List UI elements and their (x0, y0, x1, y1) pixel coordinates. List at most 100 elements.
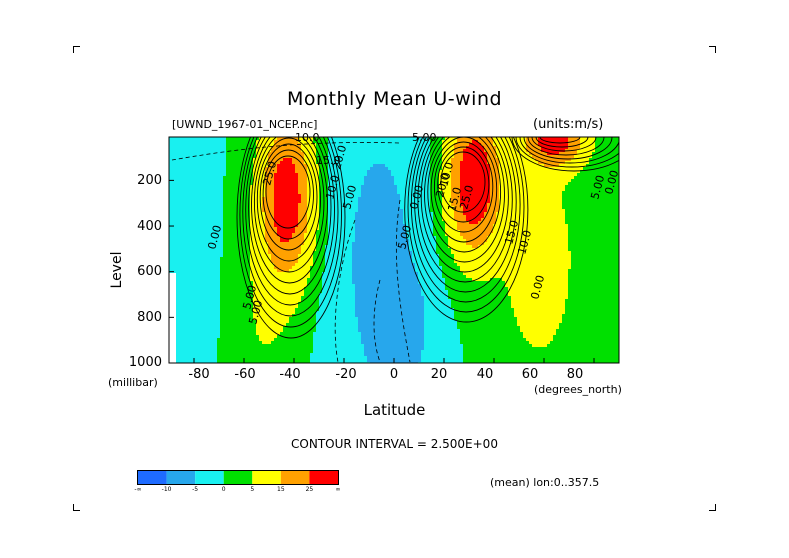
field-cell (541, 203, 545, 207)
field-cell (295, 227, 299, 231)
field-cell (313, 197, 317, 201)
field-cell (445, 218, 449, 222)
field-cell (433, 224, 437, 228)
field-cell (430, 185, 434, 189)
field-cell (508, 149, 512, 153)
field-cell (412, 170, 416, 174)
field-cell (412, 203, 416, 207)
field-cell (550, 221, 554, 225)
field-cell (610, 149, 614, 153)
field-cell (361, 224, 365, 228)
field-cell (475, 176, 479, 180)
field-cell (523, 203, 527, 207)
field-cell (517, 170, 521, 174)
field-cell (172, 176, 176, 180)
field-cell (283, 167, 287, 171)
field-cell (304, 155, 308, 159)
field-cell (412, 140, 416, 144)
field-cell (403, 191, 407, 195)
field-cell (514, 167, 518, 171)
field-cell (469, 197, 473, 201)
field-cell (535, 170, 539, 174)
field-cell (517, 164, 521, 168)
field-cell (388, 212, 392, 216)
field-cell (586, 173, 590, 177)
field-cell (355, 146, 359, 150)
field-cell (325, 170, 329, 174)
field-cell (262, 155, 266, 159)
field-cell (322, 224, 326, 228)
field-cell (190, 173, 194, 177)
field-cell (592, 182, 596, 186)
field-cell (595, 158, 599, 162)
field-cell (316, 164, 320, 168)
field-cell (205, 200, 209, 204)
field-cell (421, 179, 425, 183)
field-cell (586, 209, 590, 213)
field-cell (313, 209, 317, 213)
field-cell (256, 164, 260, 168)
field-cell (331, 158, 335, 162)
field-cell (571, 182, 575, 186)
field-cell (589, 188, 593, 192)
field-cell (220, 203, 224, 207)
field-cell (586, 224, 590, 228)
field-cell (391, 149, 395, 153)
field-cell (211, 143, 215, 147)
field-cell (451, 161, 455, 165)
field-cell (334, 224, 338, 228)
field-cell (169, 146, 173, 150)
field-cell (325, 161, 329, 165)
field-cell (601, 206, 605, 210)
field-cell (295, 167, 299, 171)
field-cell (544, 173, 548, 177)
field-cell (424, 191, 428, 195)
field-cell (385, 149, 389, 153)
field-cell (208, 203, 212, 207)
field-cell (439, 152, 443, 156)
field-cell (409, 197, 413, 201)
field-cell (559, 182, 563, 186)
field-cell (265, 206, 269, 210)
field-cell (358, 203, 362, 207)
field-cell (361, 215, 365, 219)
field-cell (523, 221, 527, 225)
field-cell (304, 191, 308, 195)
field-cell (550, 179, 554, 183)
field-cell (220, 206, 224, 210)
field-cell (586, 161, 590, 165)
field-cell (469, 158, 473, 162)
field-cell (583, 143, 587, 147)
field-cell (391, 170, 395, 174)
field-cell (550, 176, 554, 180)
field-cell (496, 191, 500, 195)
field-cell (379, 158, 383, 162)
field-cell (511, 224, 515, 228)
field-cell (322, 218, 326, 222)
field-cell (367, 203, 371, 207)
field-cell (514, 158, 518, 162)
field-cell (589, 176, 593, 180)
field-cell (289, 206, 293, 210)
field-cell (349, 203, 353, 207)
field-cell (373, 167, 377, 171)
field-cell (574, 149, 578, 153)
field-cell (310, 224, 314, 228)
field-cell (562, 233, 566, 237)
field-cell (415, 218, 419, 222)
field-cell (295, 173, 299, 177)
field-cell (391, 212, 395, 216)
field-cell (175, 221, 179, 225)
field-cell (562, 224, 566, 228)
field-cell (553, 212, 557, 216)
field-cell (364, 233, 368, 237)
field-cell (352, 149, 356, 153)
field-cell (214, 149, 218, 153)
field-cell (226, 233, 230, 237)
field-cell (169, 173, 173, 177)
field-cell (274, 218, 278, 222)
field-cell (616, 233, 619, 237)
field-cell (175, 224, 179, 228)
field-cell (253, 179, 257, 183)
field-cell (403, 227, 407, 231)
